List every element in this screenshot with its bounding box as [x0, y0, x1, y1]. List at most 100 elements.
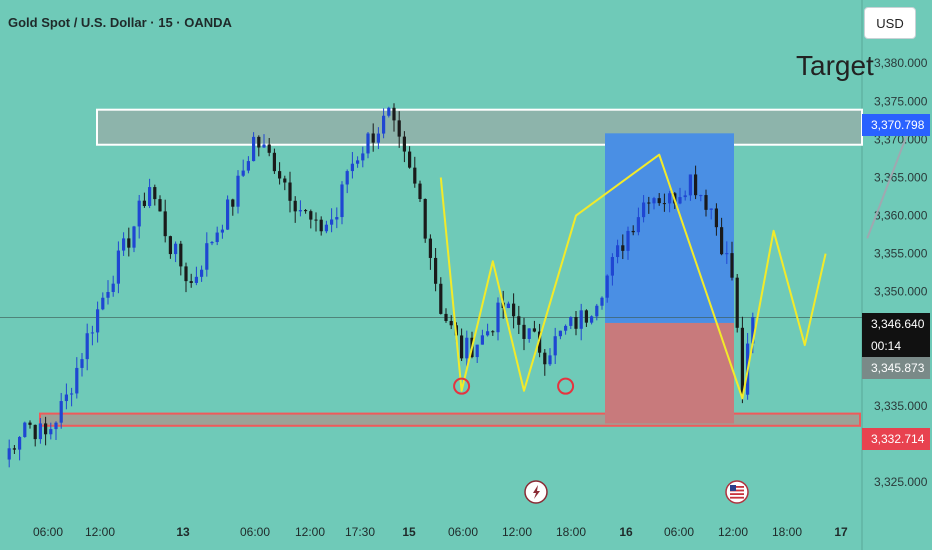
candle-body [241, 170, 245, 176]
candle-body [101, 297, 105, 310]
candle-body [293, 200, 297, 212]
position-target-zone [605, 133, 734, 323]
candle-body [486, 331, 490, 336]
candle-body [267, 144, 271, 153]
x-tick-label: 06:00 [664, 525, 694, 539]
candle-body [28, 422, 32, 425]
x-tick-label: 12:00 [85, 525, 115, 539]
candle-body [153, 187, 157, 200]
marked-low-circle [453, 377, 471, 395]
candle-body [335, 217, 339, 220]
projection-line [439, 153, 827, 400]
candle-body [75, 367, 79, 394]
candle-body [418, 183, 422, 200]
candle-body [361, 153, 365, 161]
candle-body [642, 202, 646, 218]
support-zone [39, 412, 861, 427]
candle-body [423, 199, 427, 239]
candle-body [278, 171, 282, 179]
candle-body [106, 292, 110, 298]
candle-body [460, 335, 464, 359]
candle-body [163, 211, 167, 237]
candle-body [616, 245, 620, 258]
y-tick-label: 3,325.000 [874, 475, 928, 489]
candle-body [434, 257, 438, 284]
candle-body [64, 394, 68, 402]
candle-body [491, 331, 495, 333]
candle-body [236, 175, 240, 207]
target-arrow-line [866, 116, 915, 239]
candle-body [678, 197, 682, 204]
candle-body [226, 199, 230, 230]
y-tick-label: 3,375.000 [874, 94, 928, 108]
candle-body [142, 200, 146, 207]
candle-body [694, 174, 698, 196]
current-price-tag: 3,346.640 [862, 313, 930, 335]
candle-body [23, 422, 27, 437]
candle-body [579, 310, 583, 329]
flag-stripe [730, 486, 744, 488]
candle-body [111, 283, 115, 293]
candle-body [522, 324, 526, 339]
candle-body [626, 230, 630, 251]
flag-stripe [730, 489, 744, 492]
candle-body [553, 336, 557, 356]
candle-body [517, 316, 521, 325]
candle-body [590, 316, 594, 323]
candle-body [80, 359, 84, 368]
candle-body [720, 227, 724, 255]
candle-body [657, 198, 661, 204]
candle-body [714, 208, 718, 228]
candle-body [543, 352, 547, 365]
candle-body [584, 310, 588, 323]
y-tick-label: 3,350.000 [874, 285, 928, 299]
candle-body [704, 195, 708, 210]
candle-body [288, 182, 292, 201]
candle-body [402, 136, 406, 152]
candle-body [49, 429, 53, 435]
candle-body [699, 195, 703, 197]
candle-body [272, 152, 276, 172]
candle-body [382, 115, 386, 134]
x-tick-label: 06:00 [240, 525, 270, 539]
x-tick-label: 06:00 [448, 525, 478, 539]
candle-body [345, 171, 349, 185]
candle-body [18, 436, 22, 450]
candle-body [605, 275, 609, 298]
target-label: Target [796, 50, 874, 81]
currency-button[interactable]: USD [864, 7, 916, 39]
candle-body [189, 281, 193, 283]
candle-body [127, 238, 131, 248]
candle-body [371, 133, 375, 143]
candle-body [662, 203, 666, 205]
candle-body [496, 302, 500, 333]
candle-body [668, 193, 672, 204]
candle-body [200, 269, 204, 277]
x-tick-label: 16 [619, 525, 633, 539]
candle-body [215, 232, 219, 243]
target-price-tag: 3,370.798 [862, 114, 930, 136]
candle-body [527, 328, 531, 339]
candle-body [709, 208, 713, 210]
candle-body [257, 136, 261, 148]
candle-body [59, 401, 63, 423]
y-tick-label: 3,380.000 [874, 56, 928, 70]
candle-body [532, 328, 536, 332]
candle-body [574, 317, 578, 329]
candle-body [54, 422, 58, 430]
candle-body [631, 230, 635, 233]
flag-stripe [730, 493, 744, 495]
resistance-zone [96, 108, 863, 146]
candle-body [366, 133, 370, 154]
candle-body [636, 217, 640, 233]
candle-body [688, 174, 692, 196]
candle-body [96, 309, 100, 333]
candle-body [85, 333, 89, 360]
candle-body [262, 144, 266, 148]
candle-body [184, 266, 188, 282]
candle-body [205, 243, 209, 270]
candle-body [439, 283, 443, 314]
